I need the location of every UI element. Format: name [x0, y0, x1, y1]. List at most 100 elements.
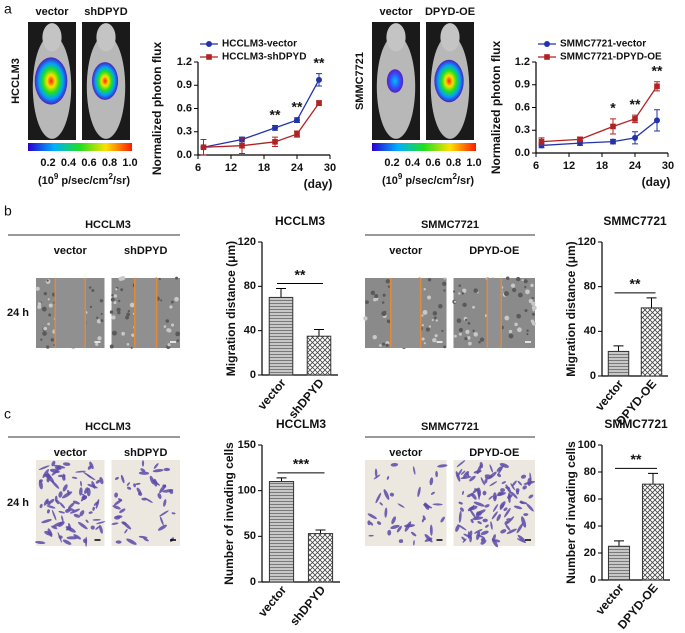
- cell: [505, 484, 512, 495]
- legend-label: HCCLM3-shDPYD: [222, 52, 306, 63]
- colorbar: [28, 143, 132, 151]
- cell: [523, 279, 528, 284]
- cell: [56, 465, 61, 471]
- row-label: 24 h: [7, 497, 29, 509]
- cell: [159, 516, 164, 526]
- cell: [466, 493, 474, 498]
- cell: [520, 474, 527, 479]
- cell: [111, 522, 119, 525]
- cell: [381, 311, 387, 317]
- cell: [159, 510, 169, 517]
- cell: [459, 507, 464, 512]
- cell: [48, 498, 55, 504]
- cell: [120, 474, 125, 484]
- marker: [632, 116, 638, 122]
- significance: **: [292, 99, 303, 115]
- error-bar: [315, 529, 326, 534]
- cell: [461, 536, 466, 541]
- x-tick-label: 24: [629, 160, 642, 172]
- cell: [512, 288, 517, 293]
- marker: [316, 100, 322, 106]
- cell: [51, 469, 59, 476]
- cell: [397, 503, 405, 508]
- cell: [52, 521, 64, 528]
- cell: [51, 480, 60, 489]
- cell: [96, 319, 102, 324]
- cell: [367, 513, 377, 520]
- wound: [487, 278, 502, 348]
- cell: [131, 333, 135, 337]
- cell: [458, 284, 461, 287]
- cell: [531, 301, 536, 306]
- cell: [427, 295, 432, 300]
- cell: [524, 309, 528, 313]
- cell: [497, 473, 501, 478]
- cell: [174, 296, 179, 302]
- cell: [38, 480, 43, 490]
- cell: [531, 312, 535, 316]
- marker: [294, 131, 300, 137]
- y-tick-label: 1.2: [177, 56, 192, 68]
- cell: [114, 515, 121, 520]
- cell: [472, 305, 476, 309]
- error-bar: [648, 472, 658, 485]
- column-label: vector: [389, 245, 423, 257]
- cell: [435, 319, 439, 322]
- mouse-head: [96, 23, 116, 52]
- y-tick-label: 150: [238, 439, 256, 451]
- cell: [100, 312, 103, 316]
- cell: [467, 531, 470, 539]
- legend-marker: [206, 54, 212, 60]
- cell: [43, 498, 49, 506]
- unit-part: p/sec/cm: [402, 175, 452, 187]
- cell: [499, 463, 509, 468]
- marker: [200, 144, 207, 151]
- cell: [453, 300, 457, 304]
- cell: [501, 481, 506, 484]
- wound: [55, 278, 86, 348]
- cell: [484, 478, 488, 484]
- marker: [654, 83, 660, 90]
- cell: [427, 278, 432, 282]
- cell: [488, 471, 497, 480]
- signal: [34, 57, 68, 105]
- cell: [431, 491, 435, 495]
- cell: [372, 334, 377, 340]
- signal: [386, 69, 404, 93]
- cell: [386, 319, 391, 324]
- cell: [87, 483, 98, 489]
- cell: [503, 291, 509, 297]
- legend-marker: [544, 54, 550, 60]
- cell: [521, 279, 524, 282]
- cell: [470, 519, 474, 524]
- unit-part: p/sec/cm: [58, 175, 108, 187]
- cell: [59, 502, 66, 509]
- cell: [40, 338, 43, 341]
- cell: [467, 506, 475, 512]
- cell: [516, 538, 527, 544]
- cell: [46, 345, 50, 349]
- cell: [152, 469, 164, 473]
- cell: [35, 286, 40, 291]
- cell: [46, 509, 50, 514]
- cell: [517, 328, 520, 331]
- cell: [130, 346, 133, 349]
- cell: [115, 288, 118, 291]
- colorbar: [372, 143, 476, 151]
- bar: [307, 533, 334, 583]
- cell: [115, 540, 122, 544]
- y-tick-label: 0.3: [515, 124, 530, 136]
- bar: [306, 335, 332, 376]
- y-tick-label: 40: [584, 520, 596, 532]
- y-axis-label: Migration distance (μm): [564, 241, 578, 376]
- group-title: HCCLM3: [85, 421, 131, 433]
- cell: [95, 479, 101, 484]
- cell: [378, 344, 382, 347]
- error-bar: [614, 540, 624, 547]
- significance: ***: [293, 456, 310, 472]
- cell: [144, 497, 153, 503]
- cell: [398, 539, 404, 544]
- cell: [513, 505, 523, 510]
- cell: [66, 527, 70, 531]
- y-tick-label: 80: [244, 280, 256, 292]
